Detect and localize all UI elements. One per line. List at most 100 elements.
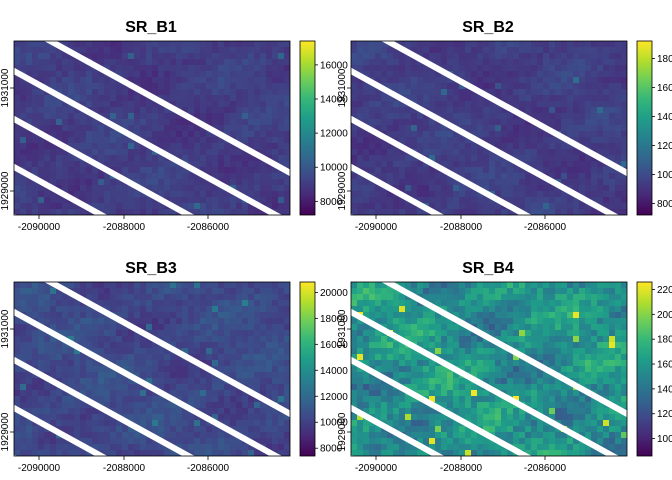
raster-cell — [182, 420, 189, 427]
raster-cell — [543, 282, 550, 289]
raster-cell — [86, 282, 93, 289]
raster-cell — [146, 318, 153, 325]
raster-cell — [573, 209, 580, 215]
raster-cell — [603, 312, 610, 319]
raster-cell — [543, 354, 550, 361]
raster-cell — [615, 294, 622, 301]
raster-cell — [236, 318, 243, 325]
raster-cell — [230, 41, 237, 48]
raster-cell — [561, 167, 568, 174]
raster-cell — [248, 408, 255, 415]
raster-cell — [405, 107, 412, 114]
raster-cell — [32, 95, 39, 102]
raster-cell — [567, 354, 574, 361]
raster-cell — [50, 312, 57, 319]
raster-cell — [597, 390, 604, 397]
raster-cell — [399, 203, 406, 210]
raster-cell — [122, 161, 129, 168]
raster-cell — [579, 167, 586, 174]
raster-cell — [429, 366, 436, 373]
raster-cell — [230, 342, 237, 349]
raster-cell — [260, 131, 267, 138]
raster-cell — [134, 95, 141, 102]
raster-cell — [68, 53, 75, 60]
raster-cell — [68, 179, 75, 186]
raster-cell — [20, 396, 27, 403]
raster-cell — [32, 372, 39, 379]
raster-cell — [405, 360, 412, 367]
raster-cell — [513, 77, 520, 84]
raster-cell — [92, 155, 99, 162]
raster-cell — [230, 203, 237, 210]
raster-cell — [381, 288, 388, 295]
raster-cell — [489, 71, 496, 78]
raster-cell — [134, 342, 141, 349]
raster-cell — [579, 113, 586, 120]
raster-cell — [459, 59, 466, 66]
raster-cell — [284, 83, 290, 90]
raster-cell — [86, 137, 93, 144]
raster-cell — [80, 41, 87, 48]
raster-cell — [621, 71, 627, 78]
raster-cell — [224, 59, 231, 66]
raster-cell — [272, 167, 279, 174]
raster-cell — [242, 324, 249, 331]
raster-cell — [615, 107, 622, 114]
raster-cell — [104, 107, 111, 114]
raster-cell — [381, 336, 388, 343]
raster-cell — [194, 402, 201, 409]
raster-cell — [242, 306, 249, 313]
raster-cell — [188, 312, 195, 319]
raster-cell — [242, 318, 249, 325]
raster-cell — [459, 294, 466, 301]
raster-cell — [248, 354, 255, 361]
raster-cell — [278, 420, 285, 427]
raster-cell — [56, 324, 63, 331]
raster-cell — [284, 71, 290, 78]
raster-cell — [411, 71, 418, 78]
raster-cell — [597, 41, 604, 48]
raster-cell — [170, 131, 177, 138]
legend-tick-label: 10000 — [657, 170, 672, 181]
raster-cell — [20, 414, 27, 421]
raster-cell — [230, 101, 237, 108]
raster-cell — [86, 354, 93, 361]
raster-cell — [158, 300, 165, 307]
raster-cell — [236, 101, 243, 108]
raster-cell — [110, 396, 117, 403]
raster-cell — [621, 65, 627, 72]
raster-cell — [44, 47, 51, 54]
raster-cell — [170, 300, 177, 307]
raster-cell — [44, 294, 51, 301]
raster-cell — [417, 191, 424, 198]
raster-cell — [152, 390, 159, 397]
raster-cell — [50, 294, 57, 301]
raster-cell — [284, 432, 290, 439]
raster-cell — [278, 330, 285, 337]
raster-cell — [26, 155, 33, 162]
raster-cell — [68, 167, 75, 174]
raster-cell — [116, 131, 123, 138]
raster-cell — [152, 107, 159, 114]
raster-cell — [381, 282, 388, 289]
raster-cell — [212, 414, 219, 421]
raster-cell — [86, 294, 93, 301]
raster-cell — [242, 179, 249, 186]
raster-cell — [369, 360, 376, 367]
raster-cell — [266, 131, 273, 138]
raster-cell — [68, 203, 75, 210]
raster-cell — [405, 113, 412, 120]
raster-cell — [92, 294, 99, 301]
raster-cell — [423, 282, 430, 289]
raster-cell — [453, 143, 460, 150]
raster-cell — [74, 378, 81, 385]
raster-cell — [224, 432, 231, 439]
raster-cell — [585, 95, 592, 102]
raster-cell — [86, 101, 93, 108]
raster-cell — [152, 426, 159, 433]
raster-cell — [260, 384, 267, 391]
raster-cell — [387, 312, 394, 319]
raster-cell — [489, 294, 496, 301]
raster-cell — [441, 288, 448, 295]
raster-cell — [393, 77, 400, 84]
